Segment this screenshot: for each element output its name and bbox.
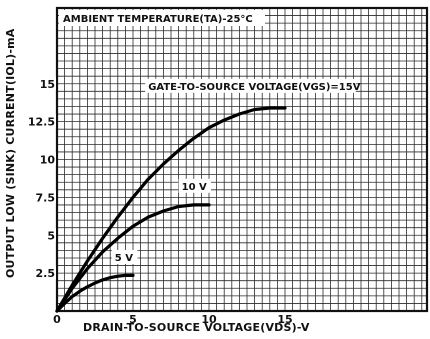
y-tick-label-backing [46, 228, 56, 242]
series-label: 5 V [115, 253, 133, 264]
y-tick-label: 5 [47, 229, 55, 242]
series-label: 10 V [182, 182, 207, 193]
series-labels: GATE-TO-SOURCE VOLTAGE(VGS)=15V 10 V 5 V [111, 78, 361, 265]
series-label-backing [111, 250, 138, 265]
series-label-backing [145, 78, 356, 93]
series-lines [55, 106, 287, 313]
x-tick-label: 5 [129, 313, 137, 326]
y-tick-label-backing [32, 266, 56, 280]
y-tick-label: 7.5 [36, 191, 56, 204]
y-axis-label: OUTPUT LOW (SINK) CURRENT(IOL)-mA [4, 28, 17, 278]
x-tick-label: 0 [53, 313, 61, 326]
y-tick-label-backing [32, 190, 56, 204]
series-label-backing [178, 178, 212, 193]
y-tick-label: 10 [40, 154, 56, 167]
grid [56, 7, 427, 312]
annotation-box [59, 10, 265, 26]
x-axis-label: DRAIN-TO-SOURCE VOLTAGE(VDS)-V [83, 321, 310, 334]
series-label: GATE-TO-SOURCE VOLTAGE(VGS)=15V [148, 82, 361, 93]
y-tick-label-backing [39, 152, 56, 166]
y-tick-labels: 2.5 5 7.5 10 12.5 15 [25, 76, 56, 280]
x-tick-label: 15 [277, 313, 292, 326]
x-tick-label: 10 [201, 313, 217, 326]
y-tick-label: 12.5 [28, 116, 55, 129]
y-tick-label: 2.5 [36, 267, 56, 280]
series-line [55, 273, 135, 313]
plot-frame [55, 6, 429, 313]
series-line [55, 106, 287, 313]
ambient-temperature-annotation: AMBIENT TEMPERATURE(TA)-25°C [63, 14, 253, 25]
y-tick-label: 15 [40, 78, 55, 91]
x-tick-labels: 0 5 10 15 [53, 313, 292, 326]
series-line [55, 203, 211, 313]
y-tick-label-backing [39, 76, 56, 90]
y-tick-label-backing [25, 114, 56, 128]
